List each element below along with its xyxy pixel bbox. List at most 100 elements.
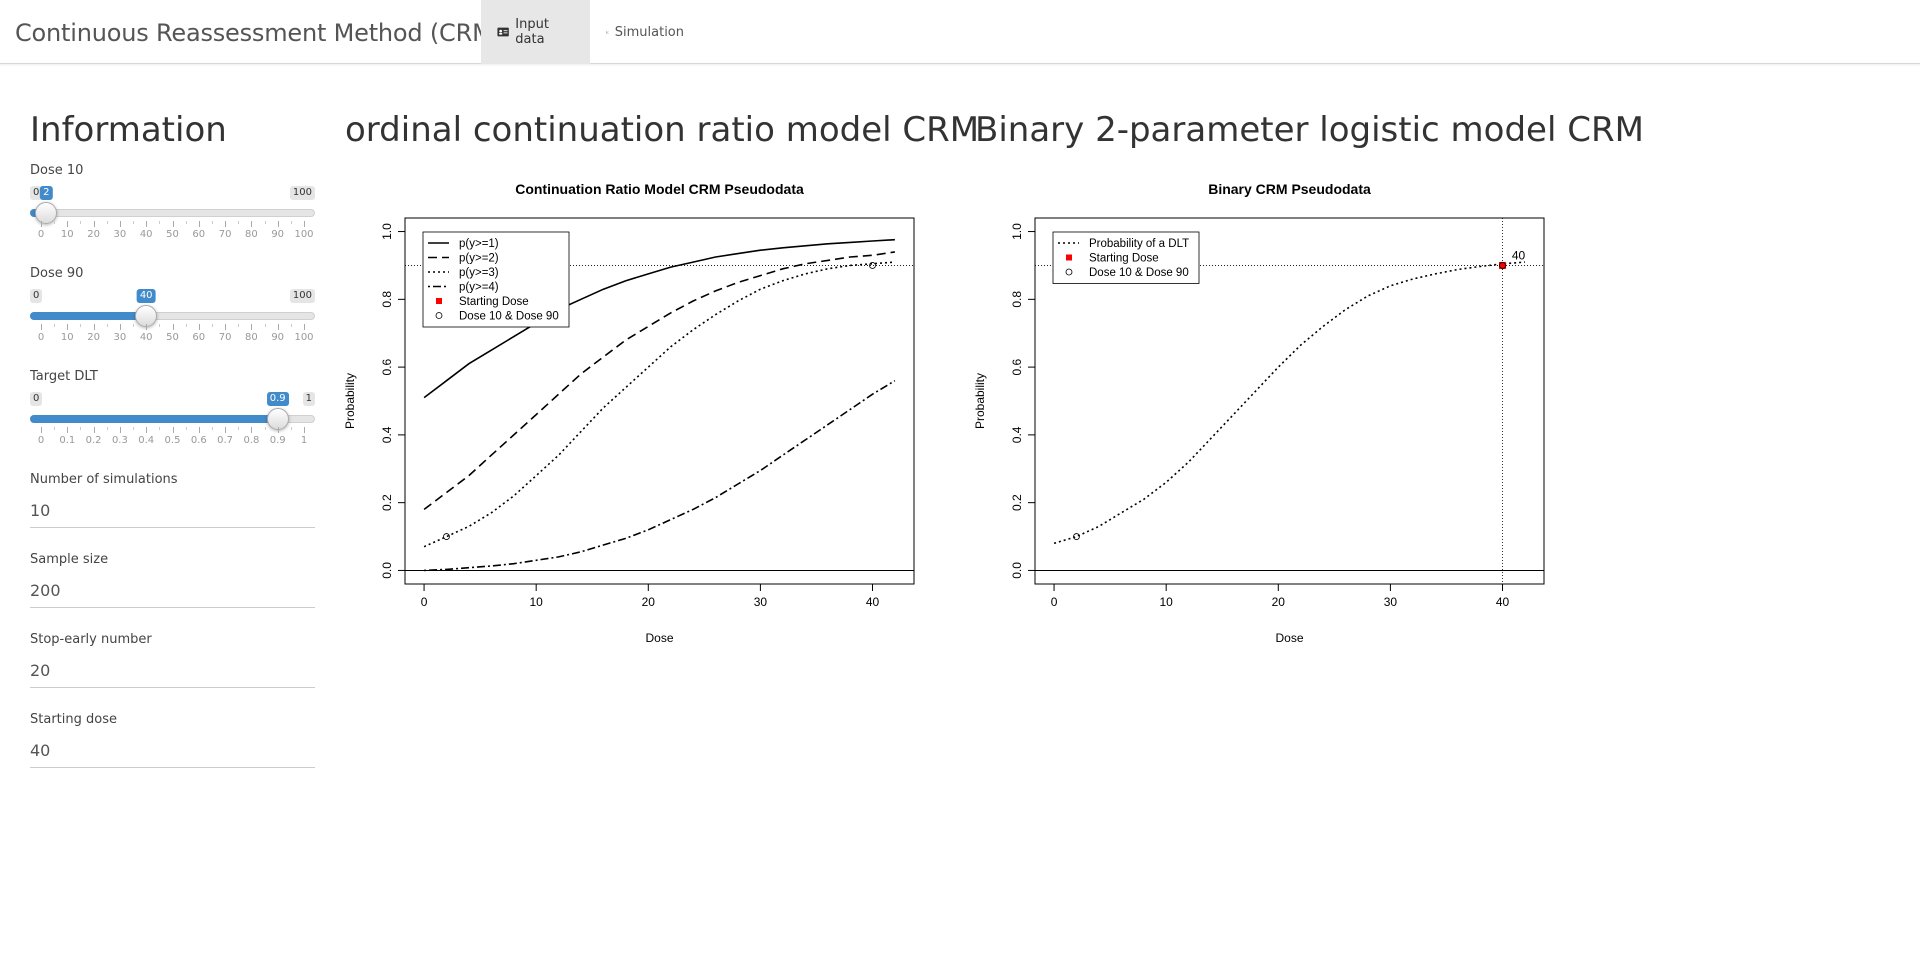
slider-track[interactable] [30, 209, 315, 217]
slider-tick [119, 324, 121, 330]
legend-entry-label: Probability of a DLT [1089, 238, 1189, 250]
slider-tick-label: 1 [300, 435, 308, 446]
x-tick-label: 10 [1159, 595, 1173, 609]
slider-tick-label: 80 [245, 332, 258, 343]
slider-tick [106, 221, 108, 224]
y-tick-label: 0.2 [1010, 494, 1024, 511]
legend-entry-label: p(y>=1) [459, 238, 499, 250]
app-title: Continuous Reassessment Method (CRM) [15, 19, 502, 47]
slider-min-label: 0 [30, 289, 43, 303]
x-axis-label: Dose [1275, 631, 1303, 645]
slider-tick [54, 427, 56, 430]
navbar: Continuous Reassessment Method (CRM) Inp… [0, 0, 1920, 64]
starting-dose-label: Starting dose [30, 712, 117, 727]
legend-box [422, 231, 570, 328]
starting-dose-input[interactable] [30, 734, 315, 768]
slider-tick [133, 427, 135, 430]
x-tick-label: 40 [866, 595, 880, 609]
slider-tick [251, 221, 253, 227]
binary-model-title: Binary 2-parameter logistic model CRM [975, 110, 1644, 150]
slider-tick-label: 0.4 [138, 435, 155, 446]
slider-tick [119, 427, 121, 433]
slider-tick [67, 427, 69, 433]
slider-tick [80, 221, 82, 224]
slider-tick [54, 221, 56, 224]
slider-ticks: 0 10 20 30 40 50 60 70 80 90 100 [38, 324, 314, 349]
slider-tick [41, 324, 42, 330]
slider-tick-label: 0.2 [85, 435, 102, 446]
slider-tick-label: 0.3 [111, 435, 128, 446]
slider-fill [30, 312, 147, 320]
slider-tick [146, 221, 148, 227]
slider-tick [304, 324, 305, 330]
stop-early-input[interactable] [30, 654, 315, 688]
crm-pseudodata-chart: Continuation Ratio Model CRM Pseudodata 0… [343, 181, 915, 645]
slider-tick-label: 30 [113, 229, 127, 240]
target-dlt-slider[interactable]: 0 1 0.9 0 0.1 0.2 0.3 0.4 0.5 0.6 0.7 0.8 0.9 1 [30, 392, 315, 452]
slider-tick [119, 221, 121, 227]
slider-tick-label: 0.1 [59, 435, 76, 446]
slider-tick [198, 221, 200, 227]
x-axis-label: Dose [645, 631, 673, 645]
slider-min-label: 0 [30, 186, 43, 200]
tab-simulation[interactable]: Simulation [590, 0, 700, 64]
slider-tick-label: 0.6 [190, 435, 207, 446]
slider-tick [277, 427, 279, 433]
slider-tick [304, 427, 305, 433]
y-tick-label: 0.0 [380, 562, 394, 579]
dose10-dose90-marker [1073, 533, 1080, 540]
plot-frame [404, 217, 915, 585]
slider-tick-label: 0 [37, 229, 45, 240]
chart-title: Binary CRM Pseudodata [1208, 181, 1371, 197]
slider-tick [106, 427, 108, 430]
slider-tick [264, 221, 266, 224]
x-tick-label: 0 [1051, 595, 1058, 609]
y-axis-label: Probability [343, 373, 357, 429]
stop-early-label: Stop-early number [30, 632, 152, 647]
slider-tick [211, 427, 213, 430]
num-simulations-input[interactable] [30, 494, 315, 528]
y-tick-label: 0.2 [380, 494, 394, 511]
x-tick-label: 30 [754, 595, 768, 609]
x-tick-label: 10 [529, 595, 543, 609]
legend-entry-label: Starting Dose [1089, 253, 1159, 265]
tab-input-data[interactable]: Input data [481, 0, 590, 64]
slider-tick [67, 221, 69, 227]
legend-entry-label: Dose 10 & Dose 90 [459, 311, 559, 323]
slider-tick-label: 70 [218, 229, 232, 240]
sample-size-label: Sample size [30, 552, 109, 567]
sample-size-input[interactable] [30, 574, 315, 608]
y-tick-label: 0.6 [380, 358, 394, 375]
slider-tick [106, 324, 108, 327]
x-tick-label: 40 [1496, 595, 1510, 609]
dose90-slider[interactable]: 0 100 40 0 10 20 30 40 50 60 70 80 90 100 [30, 289, 315, 349]
target-dlt-label: Target DLT [30, 369, 98, 384]
slider-tick [146, 324, 148, 330]
slider-handle[interactable] [35, 202, 58, 224]
y-tick-label: 0.8 [380, 291, 394, 308]
slider-tick-label: 70 [218, 332, 232, 343]
slider-tick [211, 221, 213, 224]
slider-tick-label: 0.5 [164, 435, 181, 446]
legend-entry-label: p(y>=2) [459, 253, 499, 265]
slider-tick-label: 10 [60, 332, 74, 343]
legend-circle-swatch [1065, 268, 1073, 276]
slider-tick [198, 324, 200, 330]
starting-dose-point-label: 40 [1512, 248, 1526, 262]
y-tick-label: 1.0 [380, 223, 394, 240]
slider-tick-label: 40 [139, 229, 153, 240]
binary-crm-chart: Binary CRM Pseudodata 0 10 20 30 40 0.0 0.2 0.4 0… [973, 181, 1545, 645]
slider-tick [159, 427, 161, 430]
slider-tick-label: 100 [294, 229, 314, 240]
slider-tick [172, 221, 174, 227]
legend-entry-label: p(y>=4) [459, 282, 499, 294]
slider-tick [41, 427, 42, 433]
slider-tick [172, 427, 174, 433]
slider-fill [30, 415, 278, 423]
slider-value-label: 40 [136, 289, 156, 303]
slider-tick [290, 427, 292, 430]
dose10-slider[interactable]: 0 100 2 0 10 20 30 40 50 60 70 80 90 100 [30, 186, 315, 246]
slider-tick [277, 221, 279, 227]
slider-max-label: 100 [289, 186, 315, 200]
slider-tick-label: 30 [113, 332, 127, 343]
